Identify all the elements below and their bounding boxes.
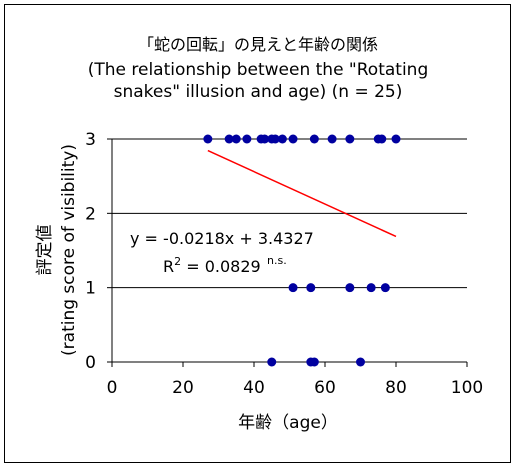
x-tick-labels: 0 20 40 60 80 100 <box>107 378 484 398</box>
y-axis-label-line-1: 評定値 <box>35 225 55 276</box>
x-tick-label: 0 <box>107 378 118 398</box>
x-tick-label: 100 <box>451 378 483 398</box>
y-axis-label: 評定値 (rating score of visibility) <box>35 144 79 356</box>
x-tick-label: 40 <box>243 378 265 398</box>
x-tick-label: 80 <box>385 378 407 398</box>
axes <box>107 138 468 367</box>
y-tick-labels: 0 1 2 3 <box>85 130 96 373</box>
data-point <box>306 283 316 293</box>
title-line-3: snakes" illusion and age) (n = 25) <box>114 82 403 102</box>
data-point <box>242 134 252 144</box>
r-squared-label: R2 = 0.0829 <box>163 255 261 276</box>
y-axis-label-line-2: (rating score of visibility) <box>59 144 79 356</box>
chart-title: 「蛇の回転」の見えと年齢の関係 (The relationship betwee… <box>88 35 429 102</box>
data-point <box>260 134 270 144</box>
data-points <box>203 134 401 367</box>
data-point <box>288 134 298 144</box>
trendline <box>207 149 397 238</box>
title-line-2: (The relationship between the "Rotating <box>88 60 429 80</box>
data-point <box>203 134 213 144</box>
data-point <box>288 283 298 293</box>
data-point <box>356 357 365 367</box>
chart-frame <box>4 4 511 463</box>
significance-label: n.s. <box>267 254 287 267</box>
data-point <box>345 134 355 144</box>
data-point <box>391 134 401 144</box>
data-point <box>377 134 387 144</box>
y-tick-label: 3 <box>85 130 96 150</box>
data-point <box>231 134 241 144</box>
equation-label: y = -0.0218x + 3.4327 <box>130 229 314 248</box>
data-point <box>270 134 280 144</box>
y-tick-label: 1 <box>85 279 96 299</box>
data-point <box>380 283 390 293</box>
x-tick-label: 60 <box>314 378 336 398</box>
data-point <box>345 283 355 293</box>
regression-annotation: y = -0.0218x + 3.4327 R2 = 0.0829 n.s. <box>130 229 314 276</box>
x-axis-label: 年齢（age） <box>238 413 338 433</box>
data-point <box>309 357 319 367</box>
x-tick-label: 20 <box>172 378 194 398</box>
data-point <box>327 134 337 144</box>
y-tick-label: 2 <box>85 204 96 224</box>
title-line-1: 「蛇の回転」の見えと年齢の関係 <box>138 35 378 54</box>
y-tick-label: 0 <box>85 353 96 373</box>
data-point <box>366 283 376 293</box>
data-point <box>309 134 319 144</box>
data-point <box>224 134 234 144</box>
data-point <box>267 357 277 367</box>
data-point <box>277 134 287 144</box>
